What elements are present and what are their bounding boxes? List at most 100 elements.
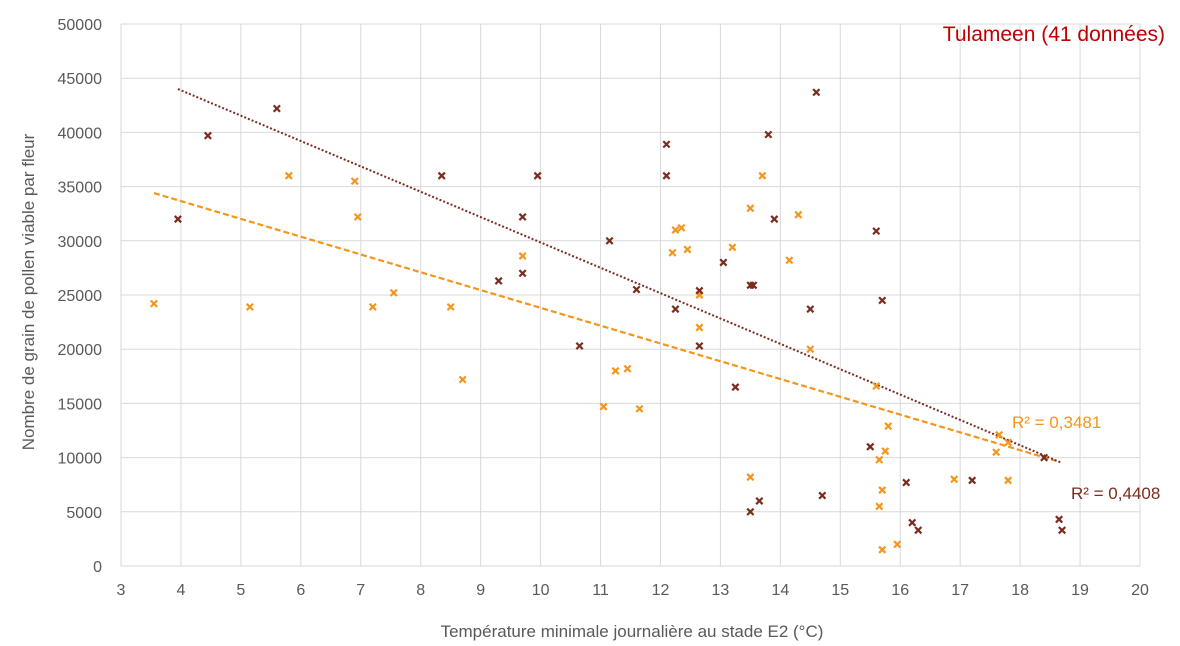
data-point: [695, 323, 704, 332]
x-tick-label: 16: [891, 582, 909, 599]
data-point: [878, 296, 887, 305]
x-tick-label: 9: [476, 582, 485, 599]
data-point: [518, 251, 527, 260]
data-point: [749, 281, 758, 290]
r2-label-orange: R² = 0,3481: [1012, 413, 1101, 432]
y-tick-label: 5000: [66, 505, 102, 522]
x-tick-label: 13: [712, 582, 730, 599]
data-point: [245, 302, 254, 311]
x-tick-label: 14: [771, 582, 789, 599]
data-point: [458, 375, 467, 384]
data-point: [785, 256, 794, 265]
x-tick-label: 17: [951, 582, 969, 599]
data-point: [668, 248, 677, 257]
data-point: [758, 171, 767, 180]
data-point: [677, 223, 686, 232]
data-point: [755, 496, 764, 505]
data-point: [353, 212, 362, 221]
x-tick-label: 8: [416, 582, 425, 599]
data-point: [611, 366, 620, 375]
data-point: [992, 448, 1001, 457]
data-point: [149, 299, 158, 308]
chart-title: Tulameen (41 données): [943, 23, 1165, 46]
trendline-series-2: [177, 88, 1063, 464]
x-tick-label: 3: [117, 582, 126, 599]
x-tick-label: 18: [1011, 582, 1029, 599]
data-point: [872, 382, 881, 391]
data-point: [719, 258, 728, 267]
data-point: [494, 276, 503, 285]
data-point: [1040, 453, 1049, 462]
data-point: [671, 225, 680, 234]
y-tick-labels: 0 5000 10000 15000 20000 25000 30000 35000 40000…: [58, 17, 103, 576]
data-point: [605, 236, 614, 245]
data-point: [518, 269, 527, 278]
data-point: [662, 140, 671, 149]
data-point: [746, 507, 755, 516]
x-axis-title: Température minimale journalière au stad…: [441, 622, 824, 641]
data-point: [893, 540, 902, 549]
x-tick-label: 11: [592, 582, 609, 599]
data-point: [1004, 438, 1013, 447]
data-point: [878, 486, 887, 495]
x-tick-label: 6: [296, 582, 305, 599]
data-point: [389, 288, 398, 297]
data-point: [671, 305, 680, 314]
trendline-series-1: [153, 192, 1057, 462]
y-tick-label: 10000: [58, 451, 103, 468]
data-point: [794, 210, 803, 219]
x-tick-label: 20: [1131, 582, 1149, 599]
data-point: [872, 227, 881, 236]
data-point: [437, 171, 446, 180]
data-point: [770, 215, 779, 224]
x-tick-label: 19: [1071, 582, 1089, 599]
data-point: [1058, 526, 1067, 535]
y-tick-label: 30000: [58, 234, 103, 251]
data-point: [764, 130, 773, 139]
x-tick-label: 4: [176, 582, 185, 599]
r2-label-brown: R² = 0,4408: [1071, 484, 1160, 503]
data-point: [968, 476, 977, 485]
data-point: [446, 302, 455, 311]
data-point: [878, 545, 887, 554]
data-point: [746, 204, 755, 213]
data-point: [203, 131, 212, 140]
trendlines: [153, 88, 1063, 464]
data-point: [881, 447, 890, 456]
data-point: [806, 345, 815, 354]
y-tick-label: 0: [93, 559, 102, 576]
data-point: [662, 171, 671, 180]
data-point: [746, 473, 755, 482]
data-point: [635, 404, 644, 413]
y-tick-label: 20000: [58, 342, 103, 359]
y-tick-label: 15000: [58, 396, 103, 413]
data-point: [812, 88, 821, 97]
data-point: [623, 364, 632, 373]
y-tick-label: 40000: [58, 125, 103, 142]
data-point: [866, 442, 875, 451]
data-point: [875, 455, 884, 464]
data-point: [728, 243, 737, 252]
data-point: [368, 302, 377, 311]
data-point: [884, 422, 893, 431]
y-tick-label: 45000: [58, 71, 103, 88]
data-point: [518, 212, 527, 221]
x-tick-label: 5: [236, 582, 245, 599]
data-point: [1004, 476, 1013, 485]
x-tick-label: 10: [532, 582, 550, 599]
y-tick-label: 50000: [58, 17, 103, 34]
data-point: [908, 518, 917, 527]
data-point: [1055, 515, 1064, 524]
data-point: [599, 402, 608, 411]
data-point: [173, 215, 182, 224]
y-axis-title: Nombre de grain de pollen viable par fle…: [19, 133, 38, 450]
data-point: [272, 104, 281, 113]
data-point: [350, 177, 359, 186]
data-point: [632, 285, 641, 294]
data-point: [995, 430, 1004, 439]
data-point: [875, 502, 884, 511]
data-points: [149, 88, 1067, 554]
x-tick-label: 12: [652, 582, 670, 599]
data-point: [575, 341, 584, 350]
